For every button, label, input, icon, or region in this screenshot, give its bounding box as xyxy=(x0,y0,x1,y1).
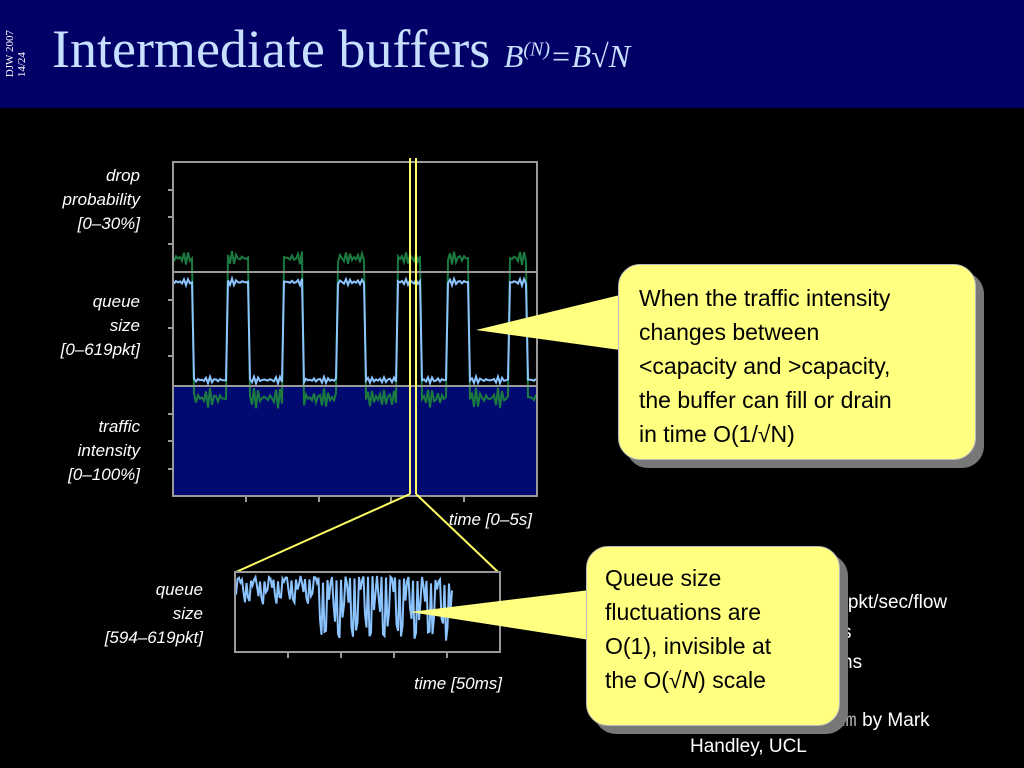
callout-line: changes between xyxy=(639,319,820,345)
hidden-text: lm by Mark xyxy=(834,710,930,732)
label-line: probability xyxy=(62,190,141,209)
label-line: drop xyxy=(105,166,140,185)
callout-pointer xyxy=(476,295,620,350)
label-line: traffic xyxy=(98,417,140,436)
callout-line: When the traffic intensity xyxy=(639,285,891,311)
hidden-text: ns xyxy=(842,652,863,673)
zoom-line xyxy=(235,493,411,573)
hidden-text: s xyxy=(842,622,852,643)
label-line: intensity xyxy=(77,441,140,460)
zoom-line xyxy=(415,493,499,573)
label-line: [594–619pkt] xyxy=(104,628,203,647)
intensity-fill xyxy=(173,386,537,496)
hidden-text: 0 pkt/sec/flow xyxy=(832,592,948,613)
queue-trace xyxy=(173,275,537,387)
zoom-trace xyxy=(235,574,453,641)
label-line: size xyxy=(109,316,140,335)
callout-line: the O(√N) scale xyxy=(605,663,839,697)
axis-label: queue size [594–619pkt] xyxy=(60,578,203,650)
hidden-text: by Mark xyxy=(856,710,930,731)
callout-line: fluctuations are xyxy=(605,599,761,625)
formula: B(N)=B√N xyxy=(504,38,630,74)
x-label: time [50ms] xyxy=(414,674,502,693)
label-line: queue xyxy=(155,580,203,599)
hidden-text: Handley, UCL xyxy=(690,736,807,757)
label-line: queue xyxy=(92,292,140,311)
callout: Queue size fluctuations are O(1), invisi… xyxy=(586,546,840,726)
callout-pointer xyxy=(410,590,590,640)
x-label: time [0–5s] xyxy=(448,510,532,529)
header-bar xyxy=(0,0,1024,108)
ticks xyxy=(168,189,465,658)
code-text: lm xyxy=(834,710,857,732)
callout-line: O(1), invisible at xyxy=(605,633,772,659)
text-part: the O(√ xyxy=(605,667,682,693)
callout: When the traffic intensity changes betwe… xyxy=(618,264,976,460)
drop-trace xyxy=(173,249,537,409)
label-line: [0–619pkt] xyxy=(60,340,140,359)
title: Intermediate buffers B(N)=B√N xyxy=(52,18,630,80)
text-part: ) scale xyxy=(698,667,766,693)
text-part: N xyxy=(681,667,699,693)
callout-line: Queue size xyxy=(605,565,722,591)
title-text: Intermediate buffers xyxy=(52,19,491,79)
formula-part: =B√N xyxy=(550,38,631,74)
axis-label: queue size [0–619pkt] xyxy=(20,290,140,362)
callout-line: <capacity and >capacity, xyxy=(639,353,891,379)
axis-label: drop probability [0–30%] xyxy=(20,164,141,236)
callout-line: in time O(1/√N) xyxy=(639,421,795,447)
formula-part: (N) xyxy=(523,38,551,61)
label-line: [0–100%] xyxy=(68,465,140,484)
label-line: size xyxy=(172,604,203,623)
formula-part: B xyxy=(503,38,524,74)
axis-label: traffic intensity [0–100%] xyxy=(20,415,140,487)
label-line: [0–30%] xyxy=(77,214,140,233)
callout-line: the buffer can fill or drain xyxy=(639,387,892,413)
